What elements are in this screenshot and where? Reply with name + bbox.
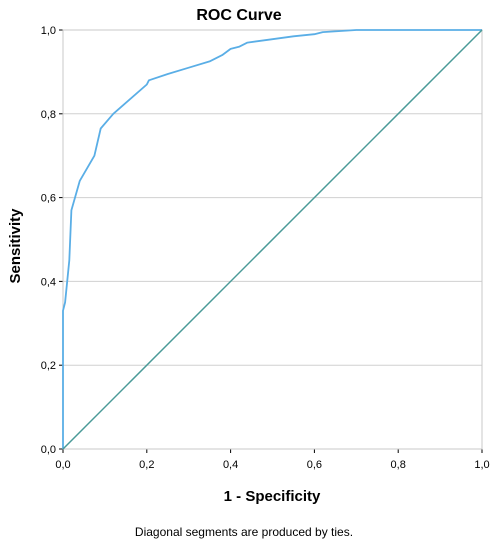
y-tick-label: 1,0 xyxy=(41,25,56,37)
x-axis-label: 1 - Specificity xyxy=(224,488,321,505)
x-tick-label: 0,4 xyxy=(223,459,238,471)
series-lines xyxy=(62,29,483,450)
y-tick-label: 0,0 xyxy=(41,444,56,456)
x-tick-label: 0,8 xyxy=(391,459,406,471)
chart-footnote: Diagonal segments are produced by ties. xyxy=(135,525,353,539)
roc-curve-line xyxy=(62,29,482,449)
x-tick-label: 0,2 xyxy=(139,459,154,471)
y-tick-label: 0,8 xyxy=(41,109,56,121)
reference-diagonal-line xyxy=(62,29,483,450)
y-axis-ticks: 0,0 0,2 0,4 0,6 0,8 1,0 xyxy=(41,25,56,456)
x-tick-label: 0,6 xyxy=(307,459,322,471)
y-tick-label: 0,2 xyxy=(41,360,56,372)
x-axis-ticks: 0,0 0,2 0,4 0,6 0,8 1,0 xyxy=(55,459,489,471)
y-axis-label: Sensitivity xyxy=(7,208,24,284)
chart-title: ROC Curve xyxy=(196,7,281,24)
x-tick-label: 1,0 xyxy=(474,459,489,471)
y-tick-label: 0,6 xyxy=(41,193,56,205)
plot-frame xyxy=(62,29,483,450)
x-tick-label: 0,0 xyxy=(55,459,70,471)
y-tick-label: 0,4 xyxy=(41,276,56,288)
